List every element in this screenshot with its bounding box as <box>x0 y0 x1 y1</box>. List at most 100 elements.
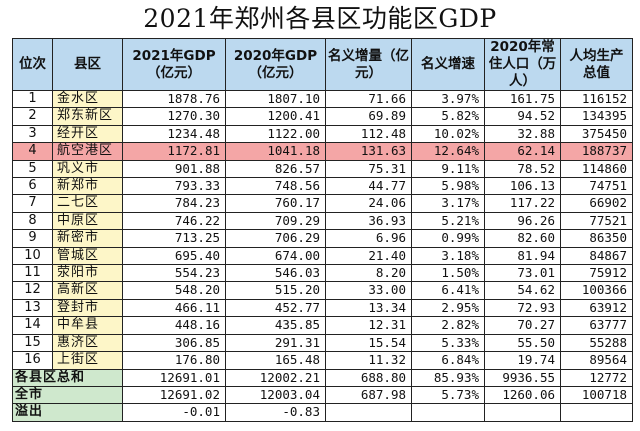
summary-gdp2021-cell: 12691.02 <box>122 385 226 405</box>
inc-cell: 13.34 <box>325 298 412 318</box>
pc-cell: 134395 <box>560 107 633 126</box>
pc-cell: 63912 <box>560 298 633 318</box>
gdp-table: 位次 县区 2021年GDP（亿元） 2020年GDP（亿元） 名义增量（亿元）… <box>12 38 633 422</box>
pop-cell: 94.52 <box>484 107 561 126</box>
gdp2020-cell: 435.85 <box>225 316 326 335</box>
summary-gdp2021-cell: 12691.01 <box>122 368 226 387</box>
rank-cell: 5 <box>12 159 53 179</box>
pop-cell: 19.74 <box>484 351 561 370</box>
growth-cell: 12.64% <box>411 142 485 161</box>
pop-cell: 70.27 <box>484 316 561 335</box>
inc-cell: 24.06 <box>325 194 412 213</box>
gdp2020-cell: 760.17 <box>225 194 326 213</box>
gdp2020-cell: 709.29 <box>225 211 326 231</box>
pop-cell: 81.94 <box>484 246 561 266</box>
growth-cell: 2.95% <box>411 298 485 318</box>
pc-cell: 75912 <box>560 264 633 283</box>
table-row: 1 金水区 1878.76 1807.10 71.66 3.97% 161.75 116152 <box>12 89 633 109</box>
header-gdp-2020: 2020年GDP（亿元） <box>225 38 326 91</box>
table-row: 9 新密市 713.25 706.29 6.96 0.99% 82.60 86350 <box>12 229 633 248</box>
pc-cell: 114860 <box>560 159 633 179</box>
summary-inc-cell <box>325 403 412 422</box>
district-cell: 中原区 <box>52 211 123 231</box>
growth-cell: 5.98% <box>411 177 485 196</box>
rank-cell: 11 <box>12 264 53 283</box>
pc-cell: 116152 <box>560 89 633 109</box>
inc-cell: 75.31 <box>325 159 412 179</box>
summary-growth-cell: 85.93% <box>411 368 485 387</box>
pop-cell: 73.01 <box>484 264 561 283</box>
pc-cell: 74751 <box>560 177 633 196</box>
growth-cell: 3.17% <box>411 194 485 213</box>
summary-growth-cell <box>411 403 485 422</box>
inc-cell: 6.96 <box>325 229 412 248</box>
summary-label: 各县区总和 <box>12 368 123 387</box>
pop-cell: 54.62 <box>484 281 561 300</box>
inc-cell: 131.63 <box>325 142 412 161</box>
gdp2021-cell: 793.33 <box>122 177 226 196</box>
district-cell: 中牟县 <box>52 316 123 335</box>
inc-cell: 11.32 <box>325 351 412 370</box>
summary-inc-cell: 687.98 <box>325 385 412 405</box>
summary-pop-cell: 1260.06 <box>484 385 561 405</box>
gdp2021-cell: 1270.30 <box>122 107 226 126</box>
rank-cell: 3 <box>12 124 53 144</box>
gdp2020-cell: 1122.00 <box>225 124 326 144</box>
table-row: 8 中原区 746.22 709.29 36.93 5.21% 96.26 77521 <box>12 211 633 231</box>
rank-cell: 4 <box>12 142 53 161</box>
pop-cell: 117.22 <box>484 194 561 213</box>
table-row: 12 高新区 548.20 515.20 33.00 6.41% 54.62 100366 <box>12 281 633 300</box>
growth-cell: 5.21% <box>411 211 485 231</box>
gdp2020-cell: 674.00 <box>225 246 326 266</box>
gdp2021-cell: 1234.48 <box>122 124 226 144</box>
rank-cell: 6 <box>12 177 53 196</box>
header-per-capita: 人均生产总值 <box>560 38 633 91</box>
inc-cell: 71.66 <box>325 89 412 109</box>
pop-cell: 72.93 <box>484 298 561 318</box>
district-cell: 金水区 <box>52 89 123 109</box>
gdp2020-cell: 826.57 <box>225 159 326 179</box>
growth-cell: 9.11% <box>411 159 485 179</box>
summary-pc-cell: 12772 <box>560 368 633 387</box>
gdp2020-cell: 515.20 <box>225 281 326 300</box>
summary-row: 溢出 -0.01 -0.83 <box>12 403 633 422</box>
rank-cell: 14 <box>12 316 53 335</box>
rank-cell: 1 <box>12 89 53 109</box>
district-cell: 上街区 <box>52 351 123 370</box>
district-cell: 新郑市 <box>52 177 123 196</box>
gdp2021-cell: 901.88 <box>122 159 226 179</box>
gdp2020-cell: 706.29 <box>225 229 326 248</box>
district-cell: 航空港区 <box>52 142 123 161</box>
pop-cell: 32.88 <box>484 124 561 144</box>
page-title: 2021年郑州各县区功能区GDP <box>143 4 497 33</box>
district-cell: 巩义市 <box>52 159 123 179</box>
pc-cell: 77521 <box>560 211 633 231</box>
table-row: 13 登封市 466.11 452.77 13.34 2.95% 72.93 63912 <box>12 298 633 318</box>
gdp2020-cell: 546.03 <box>225 264 326 283</box>
summary-row: 全市 12691.02 12003.04 687.98 5.73% 1260.06 1007… <box>12 385 633 405</box>
rank-cell: 9 <box>12 229 53 248</box>
rank-cell: 12 <box>12 281 53 300</box>
table-row: 6 新郑市 793.33 748.56 44.77 5.98% 106.13 74751 <box>12 177 633 196</box>
district-cell: 新密市 <box>52 229 123 248</box>
growth-cell: 3.18% <box>411 246 485 266</box>
growth-cell: 5.82% <box>411 107 485 126</box>
summary-pc-cell: 100718 <box>560 385 633 405</box>
table-row: 2 郑东新区 1270.30 1200.41 69.89 5.82% 94.52 134395 <box>12 107 633 126</box>
table-row: 4 航空港区 1172.81 1041.18 131.63 12.64% 62.14 1887… <box>12 142 633 161</box>
gdp2020-cell: 748.56 <box>225 177 326 196</box>
gdp2021-cell: 695.40 <box>122 246 226 266</box>
table-row: 11 荥阳市 554.23 546.03 8.20 1.50% 73.01 75912 <box>12 264 633 283</box>
gdp2020-cell: 1200.41 <box>225 107 326 126</box>
growth-cell: 5.33% <box>411 333 485 353</box>
summary-growth-cell: 5.73% <box>411 385 485 405</box>
growth-cell: 6.84% <box>411 351 485 370</box>
growth-cell: 10.02% <box>411 124 485 144</box>
table-row: 5 巩义市 901.88 826.57 75.31 9.11% 78.52 114860 <box>12 159 633 179</box>
pc-cell: 188737 <box>560 142 633 161</box>
gdp2021-cell: 1878.76 <box>122 89 226 109</box>
summary-inc-cell: 688.80 <box>325 368 412 387</box>
table-row: 7 二七区 784.23 760.17 24.06 3.17% 117.22 66902 <box>12 194 633 213</box>
gdp2020-cell: 452.77 <box>225 298 326 318</box>
